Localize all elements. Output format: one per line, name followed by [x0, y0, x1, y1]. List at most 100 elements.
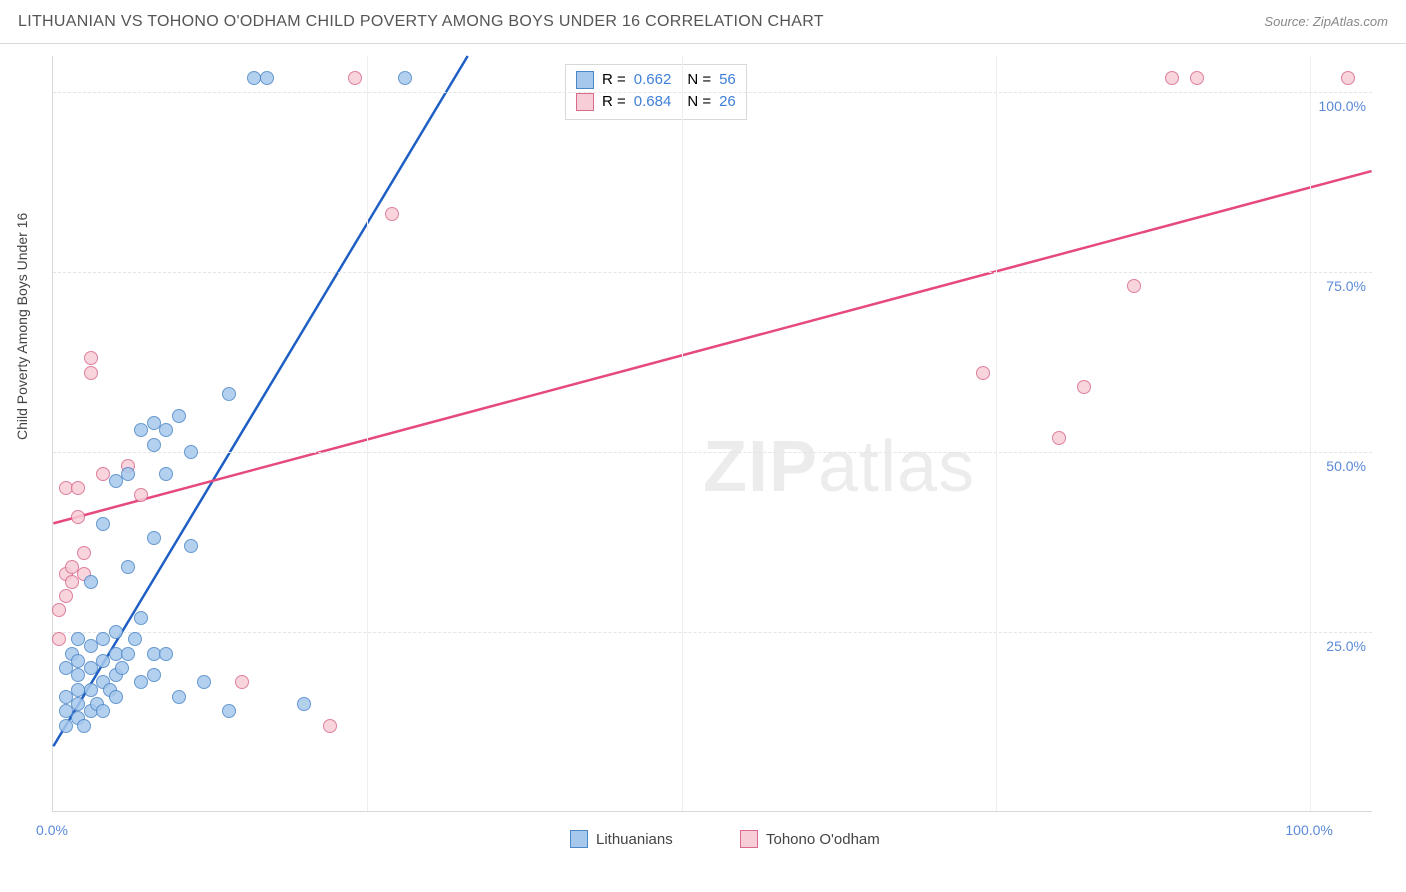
data-point: [1127, 279, 1141, 293]
data-point: [71, 668, 85, 682]
data-point: [1052, 431, 1066, 445]
data-point: [134, 488, 148, 502]
n-value-blue: 56: [719, 69, 736, 91]
swatch-pink: [576, 93, 594, 111]
data-point: [134, 675, 148, 689]
data-point: [172, 409, 186, 423]
data-point: [52, 632, 66, 646]
data-point: [184, 539, 198, 553]
data-point: [84, 661, 98, 675]
data-point: [109, 625, 123, 639]
data-point: [385, 207, 399, 221]
data-point: [84, 639, 98, 653]
source-label: Source:: [1264, 14, 1309, 29]
watermark: ZIPatlas: [703, 426, 975, 508]
data-point: [115, 661, 129, 675]
data-point: [159, 423, 173, 437]
chart-header: LITHUANIAN VS TOHONO O'ODHAM CHILD POVER…: [0, 0, 1406, 44]
data-point: [134, 611, 148, 625]
data-point: [84, 683, 98, 697]
gridline-h: [53, 272, 1372, 273]
r-label: R =: [602, 91, 626, 113]
data-point: [96, 654, 110, 668]
data-point: [197, 675, 211, 689]
gridline-h: [53, 452, 1372, 453]
data-point: [235, 675, 249, 689]
swatch-blue: [576, 71, 594, 89]
legend-label-pink: Tohono O'odham: [766, 831, 880, 848]
data-point: [147, 531, 161, 545]
data-point: [398, 71, 412, 85]
y-tick-label: 50.0%: [1326, 458, 1366, 474]
data-point: [297, 697, 311, 711]
data-point: [59, 589, 73, 603]
data-point: [71, 481, 85, 495]
x-tick-label: 100.0%: [1285, 822, 1332, 838]
data-point: [84, 575, 98, 589]
data-point: [77, 546, 91, 560]
data-point: [65, 575, 79, 589]
data-point: [121, 467, 135, 481]
data-point: [96, 517, 110, 531]
data-point: [222, 704, 236, 718]
chart-title: LITHUANIAN VS TOHONO O'ODHAM CHILD POVER…: [18, 13, 824, 31]
data-point: [121, 647, 135, 661]
data-point: [147, 668, 161, 682]
y-axis-label: Child Poverty Among Boys Under 16: [14, 213, 30, 440]
data-point: [147, 438, 161, 452]
data-point: [976, 366, 990, 380]
n-value-pink: 26: [719, 91, 736, 113]
y-tick-label: 75.0%: [1326, 278, 1366, 294]
gridline-v: [682, 56, 683, 811]
data-point: [260, 71, 274, 85]
swatch-pink: [740, 830, 758, 848]
data-point: [172, 690, 186, 704]
y-tick-label: 100.0%: [1319, 98, 1366, 114]
legend-label-blue: Lithuanians: [596, 831, 673, 848]
gridline-h: [53, 632, 1372, 633]
data-point: [109, 474, 123, 488]
r-value-pink: 0.684: [634, 91, 672, 113]
swatch-blue: [570, 830, 588, 848]
data-point: [1341, 71, 1355, 85]
trend-lines: [53, 56, 1372, 811]
data-point: [348, 71, 362, 85]
watermark-zip: ZIP: [703, 427, 818, 507]
source-attribution: Source: ZipAtlas.com: [1264, 14, 1388, 29]
y-tick-label: 25.0%: [1326, 638, 1366, 654]
data-point: [323, 719, 337, 733]
gridline-v: [1310, 56, 1311, 811]
n-label: N =: [687, 91, 711, 113]
stats-row-blue: R = 0.662 N = 56: [576, 69, 736, 91]
data-point: [184, 445, 198, 459]
data-point: [222, 387, 236, 401]
data-point: [71, 510, 85, 524]
source-name: ZipAtlas.com: [1313, 14, 1388, 29]
gridline-v: [367, 56, 368, 811]
data-point: [84, 351, 98, 365]
r-value-blue: 0.662: [634, 69, 672, 91]
data-point: [1077, 380, 1091, 394]
data-point: [84, 366, 98, 380]
n-label: N =: [687, 69, 711, 91]
x-tick-label: 0.0%: [36, 822, 68, 838]
legend-blue: Lithuanians: [570, 830, 673, 848]
stats-row-pink: R = 0.684 N = 26: [576, 91, 736, 113]
data-point: [159, 647, 173, 661]
legend-pink: Tohono O'odham: [740, 830, 880, 848]
data-point: [77, 719, 91, 733]
data-point: [1165, 71, 1179, 85]
data-point: [96, 704, 110, 718]
data-point: [134, 423, 148, 437]
data-point: [121, 560, 135, 574]
data-point: [96, 632, 110, 646]
data-point: [52, 603, 66, 617]
data-point: [109, 690, 123, 704]
r-label: R =: [602, 69, 626, 91]
gridline-h: [53, 92, 1372, 93]
data-point: [1190, 71, 1204, 85]
watermark-atlas: atlas: [818, 427, 975, 507]
data-point: [128, 632, 142, 646]
scatter-plot-area: ZIPatlas R = 0.662 N = 56 R = 0.684 N = …: [52, 56, 1372, 812]
gridline-v: [996, 56, 997, 811]
